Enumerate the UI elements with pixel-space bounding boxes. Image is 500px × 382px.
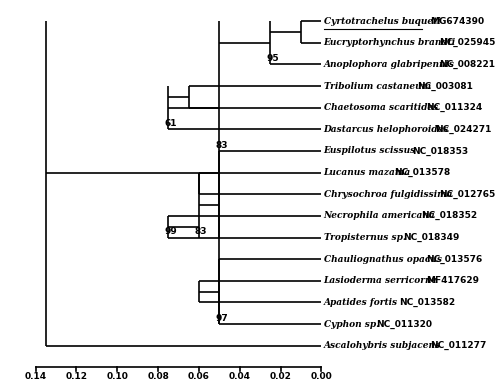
Text: MG674390: MG674390	[430, 17, 484, 26]
Text: 83: 83	[216, 141, 228, 150]
Text: Tribolium castaneum: Tribolium castaneum	[324, 81, 430, 91]
Text: Chauliognathus opacus: Chauliognathus opacus	[324, 255, 442, 264]
Text: Chrysochroa fulgidissima: Chrysochroa fulgidissima	[324, 190, 452, 199]
Text: 0.10: 0.10	[106, 372, 128, 381]
Text: Anoplophora glabripennis: Anoplophora glabripennis	[324, 60, 454, 69]
Text: NC_018352: NC_018352	[422, 211, 478, 220]
Text: 0.02: 0.02	[270, 372, 291, 381]
Text: NC_003081: NC_003081	[417, 81, 473, 91]
Text: Lucanus mazama: Lucanus mazama	[324, 168, 411, 177]
Text: 0.08: 0.08	[147, 372, 169, 381]
Text: NC_013578: NC_013578	[394, 168, 451, 177]
Text: 99: 99	[164, 227, 177, 236]
Text: 95: 95	[266, 54, 279, 63]
Text: NC_011277: NC_011277	[430, 341, 487, 350]
Text: Eucryptorhynchus brandti: Eucryptorhynchus brandti	[324, 38, 456, 47]
Text: Cyphon sp.: Cyphon sp.	[324, 320, 379, 329]
Text: Necrophila americana: Necrophila americana	[324, 211, 436, 220]
Text: NC_018353: NC_018353	[412, 146, 469, 155]
Text: Lasioderma serricorne: Lasioderma serricorne	[324, 276, 438, 285]
Text: 83: 83	[195, 227, 207, 236]
Text: Euspilotus scissus: Euspilotus scissus	[324, 146, 416, 155]
Text: 0.06: 0.06	[188, 372, 210, 381]
Text: NC_011320: NC_011320	[376, 319, 432, 329]
Text: Dastarcus helophoroides: Dastarcus helophoroides	[324, 125, 449, 134]
Text: 0.14: 0.14	[24, 372, 46, 381]
Text: NC_008221: NC_008221	[440, 60, 496, 69]
Text: 61: 61	[164, 119, 177, 128]
Text: NC_013576: NC_013576	[426, 254, 482, 264]
Text: NC_018349: NC_018349	[404, 233, 460, 242]
Text: Apatides fortis: Apatides fortis	[324, 298, 398, 307]
Text: 0.00: 0.00	[310, 372, 332, 381]
Text: NC_011324: NC_011324	[426, 103, 482, 112]
Text: Tropisternus sp.: Tropisternus sp.	[324, 233, 406, 242]
Text: 97: 97	[216, 314, 228, 323]
Text: NC_012765: NC_012765	[440, 190, 496, 199]
Text: NC_013582: NC_013582	[399, 298, 455, 307]
Text: 0.04: 0.04	[229, 372, 251, 381]
Text: NC_024271: NC_024271	[435, 125, 492, 134]
Text: Cyrtotrachelus buqueti: Cyrtotrachelus buqueti	[324, 17, 440, 26]
Text: MF417629: MF417629	[426, 276, 479, 285]
Text: 0.12: 0.12	[66, 372, 88, 381]
Text: Chaetosoma scaritides: Chaetosoma scaritides	[324, 103, 438, 112]
Text: NC_025945: NC_025945	[440, 38, 496, 47]
Text: Ascalohybris subjacens: Ascalohybris subjacens	[324, 341, 440, 350]
